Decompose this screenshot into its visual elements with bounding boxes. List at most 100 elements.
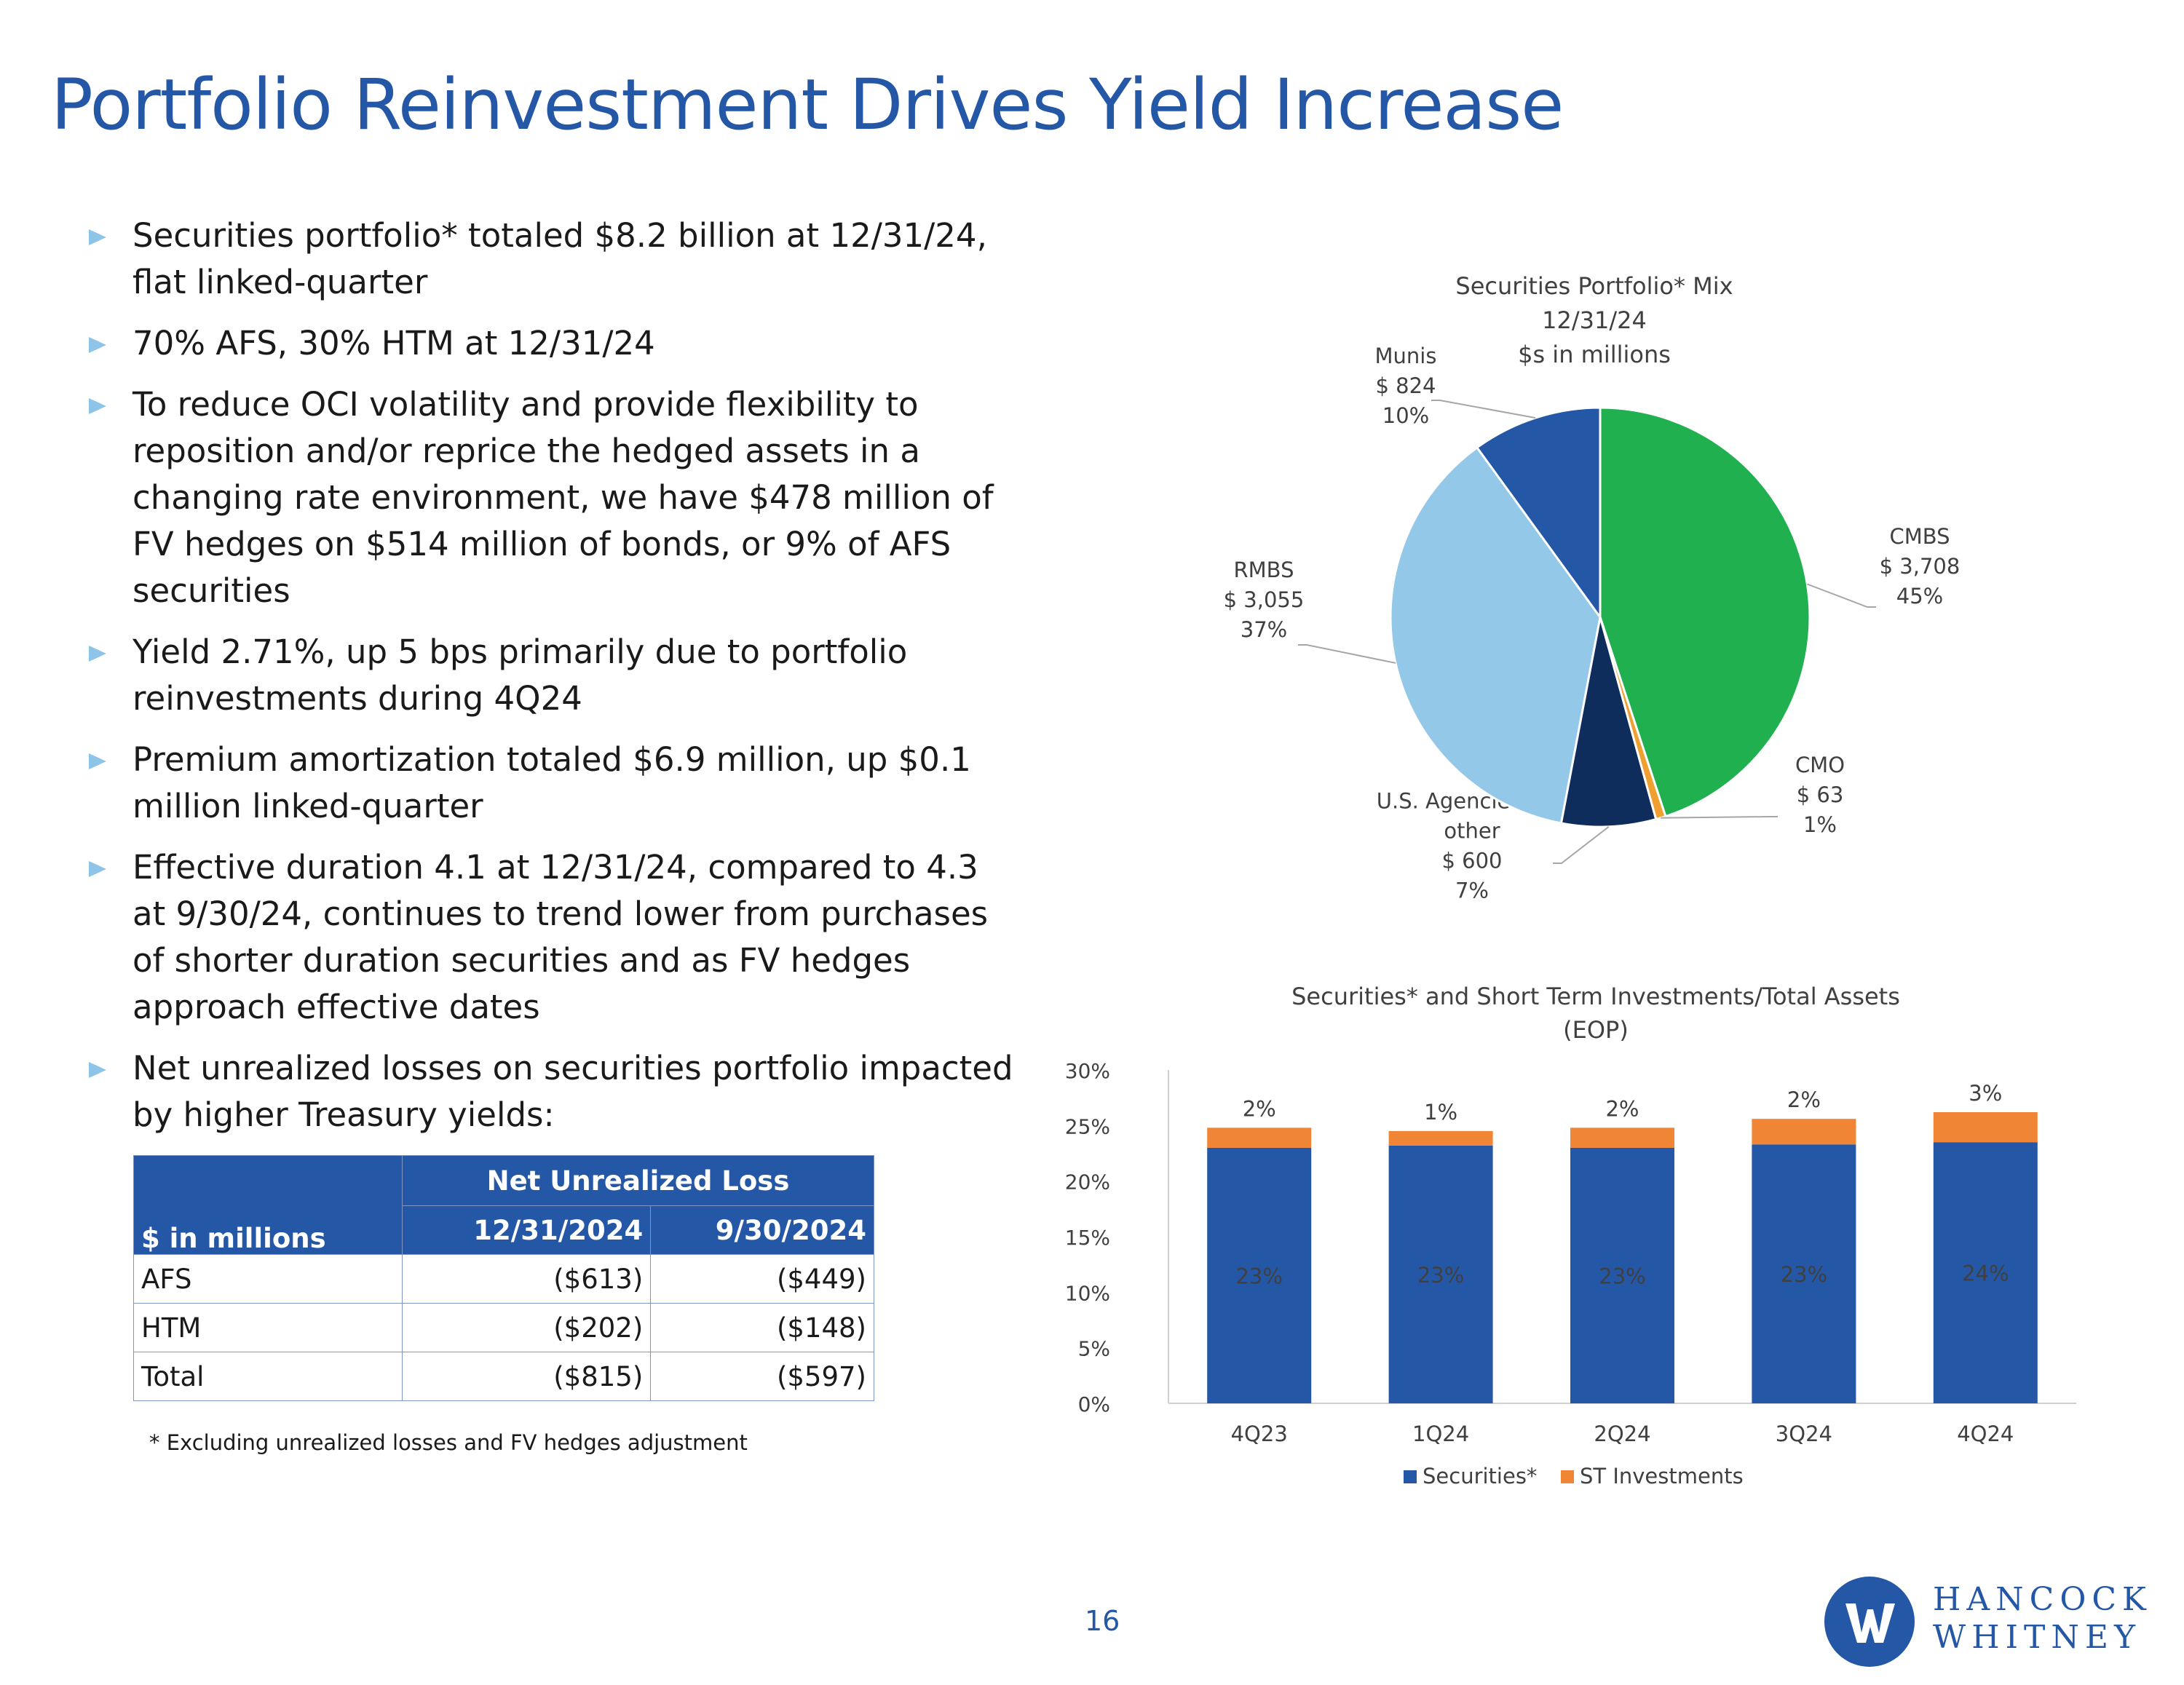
bar-securities [1752,1144,1856,1403]
bullet-item: Yield 2.71%, up 5 bps primarily due to p… [89,629,1021,722]
triangle-bullet-icon [89,861,106,877]
x-tick-label: 4Q24 [1957,1422,2014,1446]
bar-data-label: 23% [1235,1264,1282,1288]
table-cell: ($449) [650,1254,874,1304]
y-tick-label: 30% [1065,1059,1110,1083]
legend-swatch [1404,1470,1417,1483]
bullet-item: To reduce OCI volatility and provide fle… [89,381,1021,614]
y-tick-label: 0% [1078,1392,1110,1416]
pie-slice-label: $ 63 [1797,782,1844,807]
triangle-bullet-icon [89,337,106,353]
bullet-item: Net unrealized losses on securities port… [89,1045,1021,1138]
bar-securities [1570,1147,1674,1403]
pie-slice-label: RMBS [1234,558,1294,582]
bullet-text: Yield 2.71%, up 5 bps primarily due to p… [132,633,908,718]
bar-st-investments [1752,1119,1856,1145]
pie-slice [1475,406,1602,621]
pie-slice-label: CMBS [1889,524,1950,549]
bullet-item: Premium amortization totaled $6.9 millio… [89,737,1021,830]
bar-st-investments [1570,1127,1674,1148]
footnote: * Excluding unrealized losses and FV hed… [149,1430,748,1455]
bar-title-line: (EOP) [1563,1016,1629,1044]
table-corner-label: $ in millions [133,1155,403,1255]
x-tick-label: 4Q23 [1231,1422,1288,1446]
pie-slice-label: $ 3,708 [1880,554,1961,579]
table-column-header: 12/31/2024 [401,1205,652,1255]
bullet-text: Securities portfolio* totaled $8.2 billi… [132,216,987,301]
pie-slice-label: 37% [1241,617,1287,642]
investments-bar-chart: Securities* and Short Term Investments/T… [1065,983,2076,1488]
x-tick-label: 1Q24 [1412,1422,1469,1446]
pie-slice-label: Munis [1375,344,1437,368]
table-column-header: 9/30/2024 [650,1205,874,1255]
bar-securities [1207,1147,1312,1403]
table-row: HTM ($202) ($148) [133,1303,874,1352]
bar-st-investments [1388,1130,1493,1146]
bar-data-label: 1% [1424,1100,1457,1125]
bullet-list: Securities portfolio* totaled $8.2 billi… [89,213,1021,1153]
y-tick-label: 5% [1078,1337,1110,1361]
pie-title-line: Securities Portfolio* Mix [1455,272,1733,300]
pie-leader-line [1807,583,1876,608]
logo-line-2: WHITNEY [1933,1619,2141,1656]
bar-data-label: 23% [1599,1264,1645,1288]
pie-leader-line [1431,400,1536,419]
bullet-text: Effective duration 4.1 at 12/31/24, comp… [132,848,989,1026]
bar-securities [1933,1142,2038,1403]
pie-slice-label: 45% [1896,584,1943,608]
bar-data-label: 2% [1605,1096,1639,1121]
pie-leader-line [1661,816,1778,819]
bullet-text: Net unrealized losses on securities port… [132,1049,1013,1134]
bar-data-label: 23% [1417,1263,1464,1288]
bullet-item: Securities portfolio* totaled $8.2 billi… [89,213,1021,306]
pie-slice-label: $ 824 [1375,373,1436,398]
legend-swatch [1561,1470,1574,1483]
logo-line-1: HANCOCK [1933,1581,2152,1618]
pie-leader-line [1298,644,1396,664]
pie-slice [1559,616,1658,828]
page-number: 16 [1085,1605,1120,1637]
y-tick-label: 20% [1065,1170,1110,1194]
table-cell: ($815) [401,1352,652,1401]
logo-wordmark: HANCOCK WHITNEY [1933,1581,2152,1657]
legend-label: Securities* [1423,1464,1537,1488]
legend-label: ST Investments [1580,1464,1744,1488]
bar-data-label: 2% [1787,1087,1821,1112]
bar-securities [1388,1145,1493,1403]
y-tick-label: 25% [1065,1114,1110,1138]
pie-slice [1599,406,1811,818]
x-tick-label: 3Q24 [1776,1422,1832,1446]
pie-slice-label: 10% [1382,403,1429,428]
table-cell: ($148) [650,1303,874,1352]
pie-slice-label: other [1444,819,1500,844]
pie-slice-label: CMO [1795,753,1845,777]
bullet-text: Premium amortization totaled $6.9 millio… [132,740,971,825]
hancock-whitney-logo-icon [1824,1577,1915,1667]
bar-data-label: 2% [1243,1096,1276,1121]
bar-data-label: 3% [1969,1081,2002,1106]
pie-slice-label: 7% [1455,879,1489,903]
pie-title-line: $s in millions [1518,341,1671,368]
table-row: AFS ($613) ($449) [133,1254,874,1304]
securities-mix-pie-chart: Securities Portfolio* Mix 12/31/24 $s in m… [1224,272,1961,903]
x-tick-label: 2Q24 [1594,1422,1650,1446]
pie-slice [1389,445,1602,825]
page-title: Portfolio Reinvestment Drives Yield Incr… [51,64,1564,146]
row-label: Total [133,1352,403,1401]
triangle-bullet-icon [89,1062,106,1078]
bar-data-label: 23% [1781,1262,1827,1287]
pie-slice-label: 1% [1803,812,1837,837]
table-cell: ($597) [650,1352,874,1401]
triangle-bullet-icon [89,398,106,414]
table-cell: ($613) [401,1254,652,1304]
table-cell: ($202) [401,1303,652,1352]
triangle-bullet-icon [89,753,106,769]
triangle-bullet-icon [89,646,106,662]
triangle-bullet-icon [89,229,106,245]
bullet-item: Effective duration 4.1 at 12/31/24, comp… [89,844,1021,1031]
table-group-header: Net Unrealized Loss [402,1155,874,1206]
y-tick-label: 10% [1065,1281,1110,1305]
pie-slice-label: $ 3,055 [1224,587,1305,612]
unrealized-loss-table: $ in millions Net Unrealized Loss 12/31/… [133,1155,874,1401]
